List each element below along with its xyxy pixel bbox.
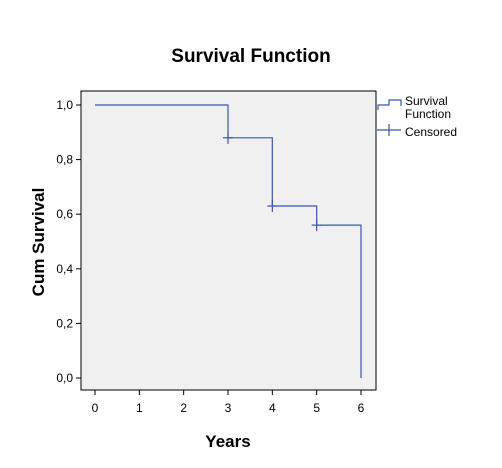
series-layer xyxy=(95,104,362,378)
y-axis: 0,0 0,2 0,4 0,6 0,8 1,0 xyxy=(56,98,81,385)
x-tick-label: 3 xyxy=(225,401,232,415)
legend-censored-label: Censored xyxy=(405,125,457,139)
y-tick-label: 0,8 xyxy=(56,153,73,167)
x-tick-label: 5 xyxy=(313,401,320,415)
x-axis: 0 1 2 3 4 5 6 xyxy=(92,390,365,415)
legend-survival-label-line1: Survival xyxy=(405,94,448,108)
x-tick-label: 1 xyxy=(136,401,143,415)
y-tick-label: 1,0 xyxy=(56,98,73,112)
x-tick-label: 4 xyxy=(269,401,276,415)
y-axis-title: Cum Survival xyxy=(29,188,48,297)
censored-marker xyxy=(223,131,233,144)
y-tick-label: 0,2 xyxy=(56,316,73,330)
y-tick-label: 0,4 xyxy=(56,262,73,276)
censored-marker xyxy=(267,200,278,213)
chart-title: Survival Function xyxy=(171,46,330,67)
x-tick-label: 2 xyxy=(180,401,187,415)
legend-survival-label-line2: Function xyxy=(405,107,451,121)
y-tick-label: 0,6 xyxy=(56,207,73,221)
legend: Survival Function Censored xyxy=(377,94,457,139)
x-axis-title: Years xyxy=(205,432,250,451)
legend-step-icon xyxy=(377,99,402,110)
y-tick-label: 0,0 xyxy=(56,371,73,385)
x-tick-label: 0 xyxy=(92,401,99,415)
x-tick-label: 6 xyxy=(358,401,365,415)
censored-marker xyxy=(311,219,322,232)
